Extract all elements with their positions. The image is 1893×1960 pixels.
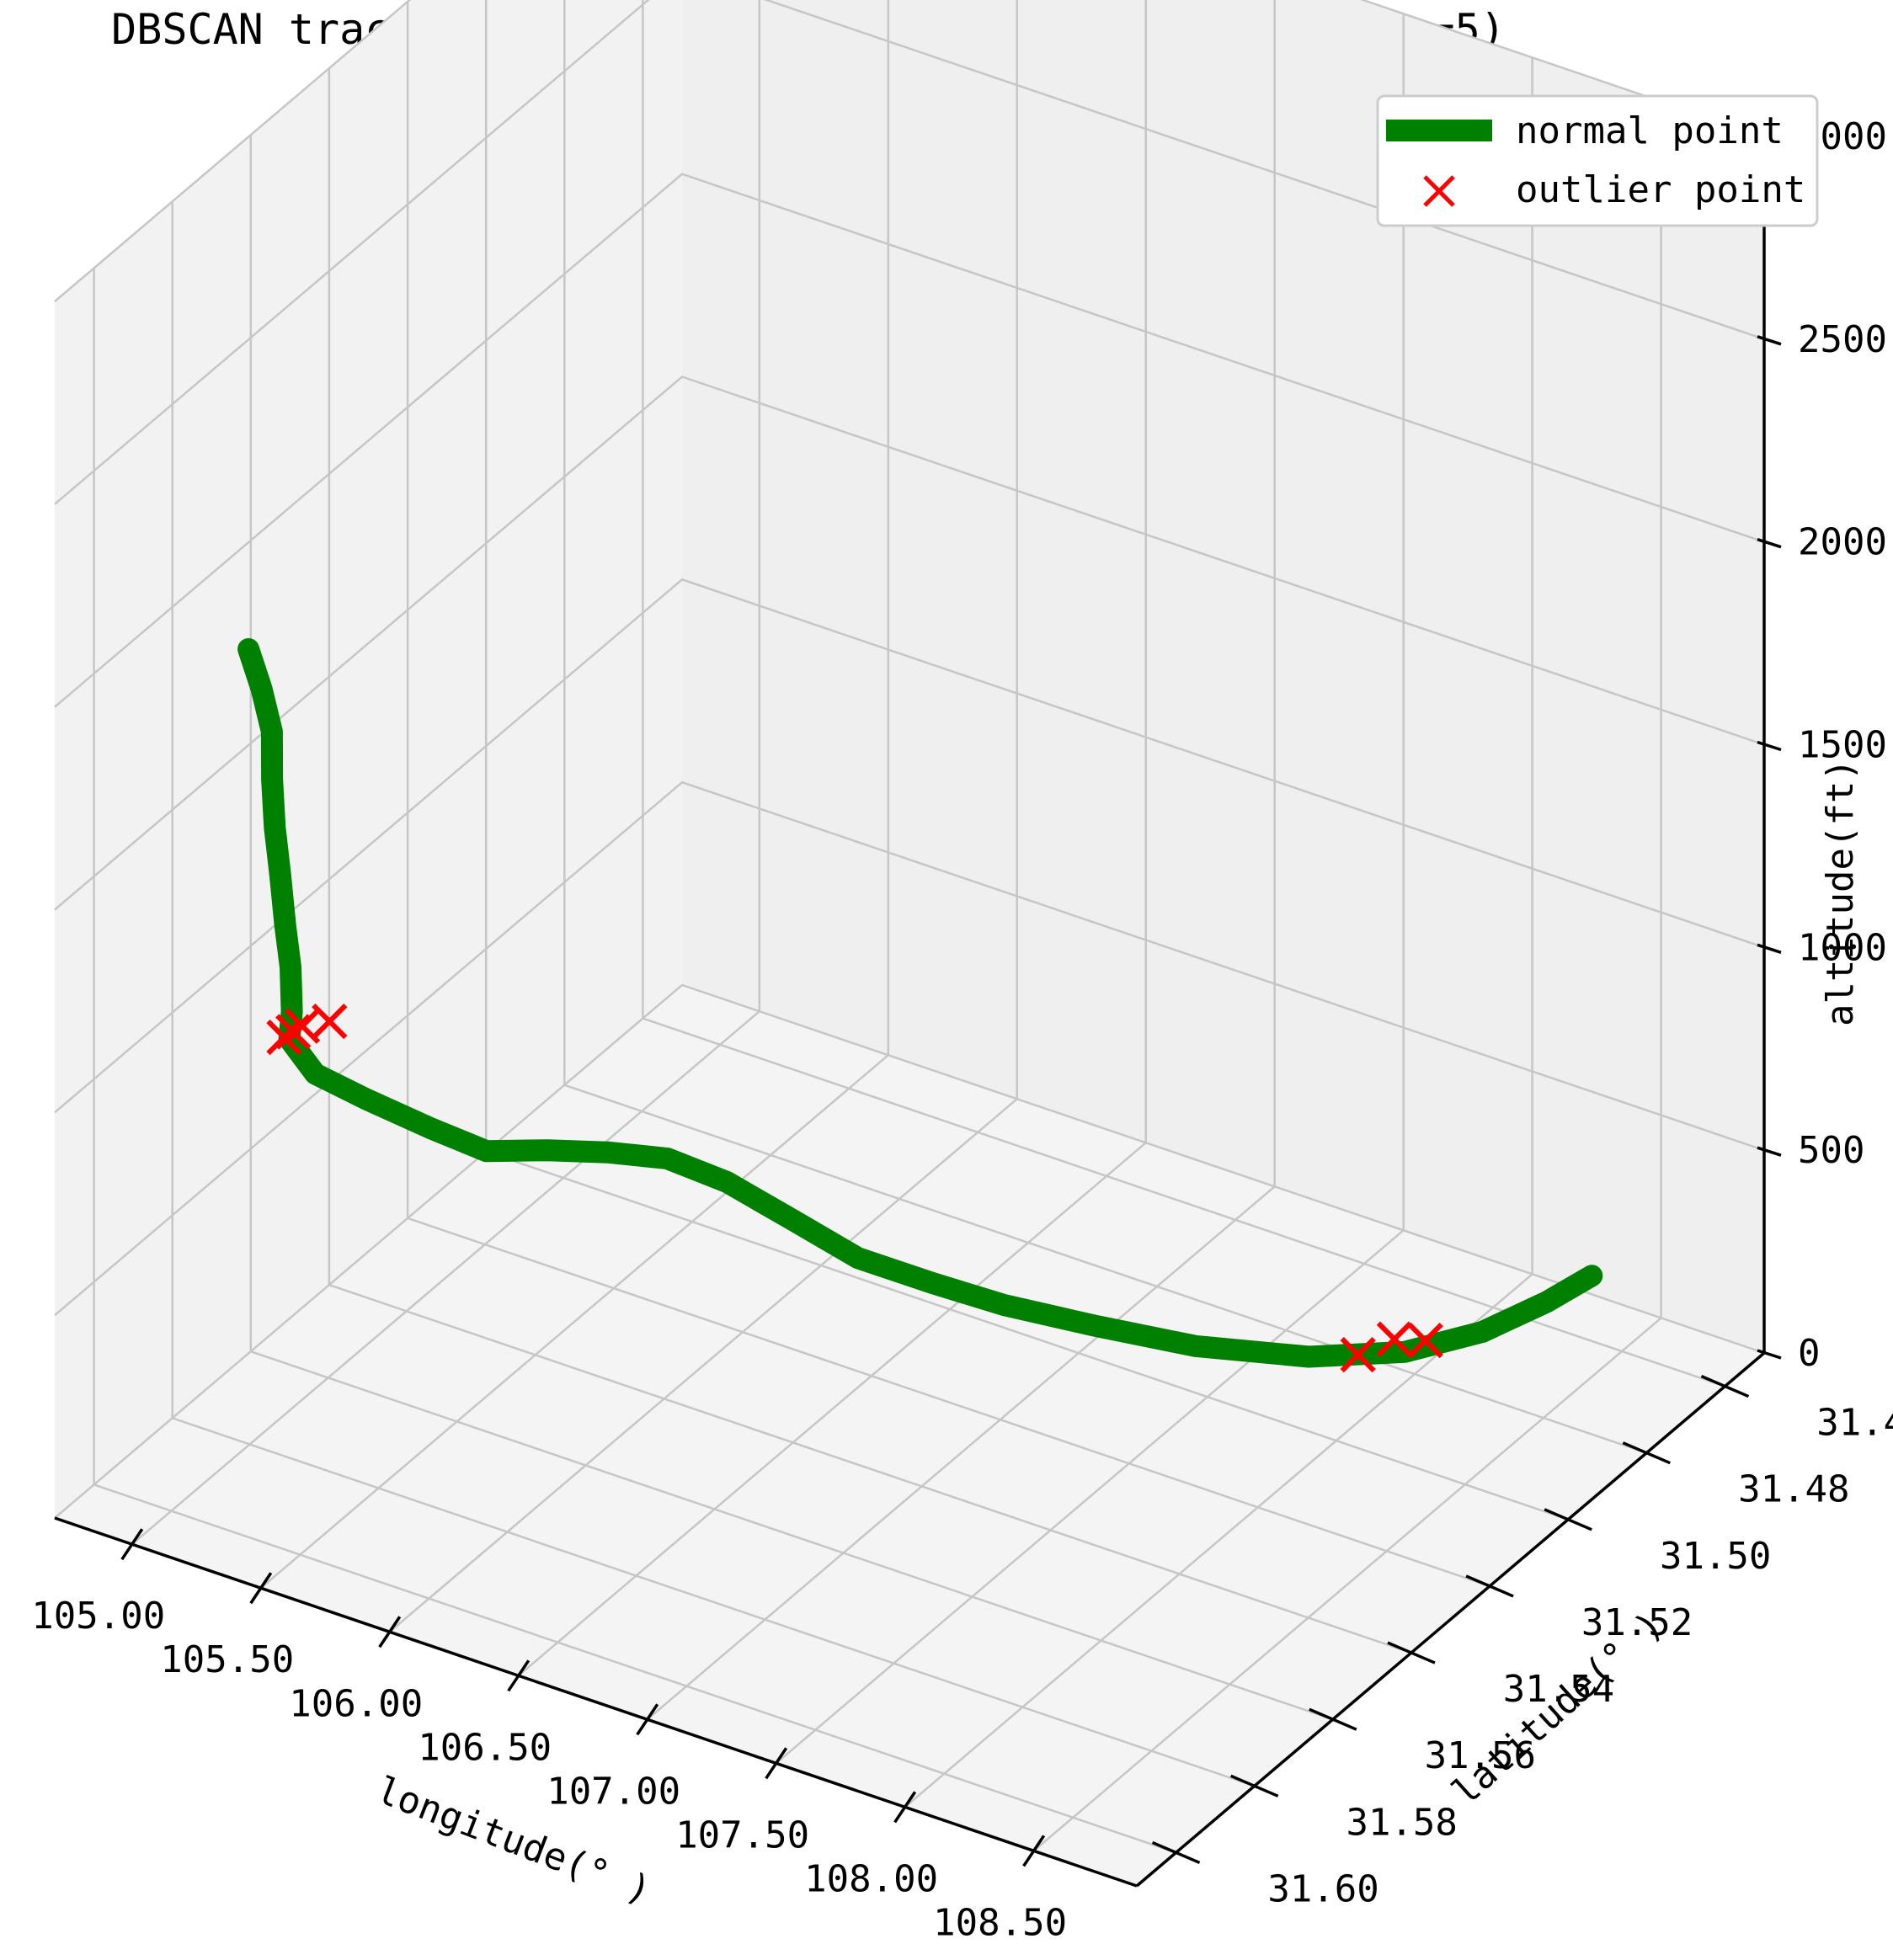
grid-line-z <box>54 780 1765 1317</box>
y-tick-mark <box>1465 1574 1514 1598</box>
y-tick-mark <box>1387 1641 1436 1664</box>
legend-label-outlier: outlier point <box>1516 168 1805 211</box>
y-tick-mark <box>1309 1707 1357 1731</box>
outlier-point <box>1340 1337 1376 1373</box>
grid-line-z <box>54 173 1765 708</box>
x-tick-label: 107.00 <box>547 1770 680 1813</box>
z-tick-label: 500 <box>1798 1129 1864 1172</box>
x-tick-mark <box>636 1703 659 1736</box>
outlier-point <box>1376 1321 1413 1357</box>
x-tick-mark <box>765 1747 788 1780</box>
grid-line-z <box>54 578 1765 1114</box>
z-tick-mark <box>1757 538 1782 549</box>
x-tick-mark <box>378 1616 402 1648</box>
legend-label-normal: normal point <box>1516 109 1784 152</box>
z-tick-label: 2500 <box>1798 318 1887 361</box>
y-tick-label: 31.48 <box>1738 1468 1849 1511</box>
y-tick-mark <box>1622 1441 1672 1465</box>
y-tick-label: 31.52 <box>1581 1601 1693 1644</box>
x-tick-mark <box>507 1659 531 1692</box>
y-tick-label: 31.60 <box>1267 1867 1378 1910</box>
outlier-stroke <box>1340 1337 1376 1373</box>
x-tick-mark <box>893 1791 917 1824</box>
grid-line-z <box>54 0 1765 302</box>
x-axis-ticks: 105.00105.50106.00106.50107.00107.50108.… <box>31 1528 1067 1944</box>
y-tick-label: 31.58 <box>1346 1801 1457 1844</box>
grid-line-z <box>54 983 1765 1519</box>
z-tick-mark <box>1757 1349 1782 1360</box>
floor-pane <box>55 985 1764 1886</box>
y-tick-mark <box>1700 1374 1750 1398</box>
plot-area <box>237 638 1603 1373</box>
x-tick-label: 105.00 <box>31 1595 165 1638</box>
y-tick-label: 31.56 <box>1425 1734 1536 1777</box>
z-tick-mark <box>1757 335 1782 346</box>
z-tick-mark <box>1757 1146 1782 1157</box>
x-tick-mark <box>249 1572 273 1605</box>
y-tick-mark <box>1544 1508 1592 1531</box>
z-tick-mark <box>1757 740 1782 752</box>
axes-3d: 105.00105.50106.00106.50107.00107.50108.… <box>31 0 1893 1944</box>
x-tick-label: 106.50 <box>418 1726 552 1769</box>
legend: normal point outlier point <box>1376 94 1819 227</box>
y-tick-label: 31.46 <box>1816 1402 1893 1445</box>
outlier-point <box>312 1004 348 1040</box>
x-axis-line <box>54 1516 1138 1888</box>
left-pane <box>55 0 682 1518</box>
z-tick-label: 1000 <box>1798 926 1887 969</box>
outlier-point <box>1407 1322 1443 1359</box>
grid-lines <box>54 0 1765 1854</box>
y-axis-line <box>1135 1351 1766 1888</box>
y-tick-label: 31.54 <box>1503 1668 1614 1711</box>
x-tick-label: 106.00 <box>289 1682 423 1725</box>
legend-marker-outlier-b <box>1423 175 1455 207</box>
z-axis-label: altitude(ft) <box>1819 759 1862 1026</box>
y-axis-ticks: 31.46 31.48 31.50 31.52 31.54 31.56 31.58 31.60 <box>1151 1374 1893 1910</box>
x-tick-mark <box>1022 1835 1046 1867</box>
x-tick-label: 108.00 <box>804 1857 938 1900</box>
y-axis-label: latitude(° ) <box>1444 1603 1672 1814</box>
z-tick-label: 1500 <box>1798 724 1887 767</box>
back-pane <box>682 0 1764 1353</box>
z-tick-mark <box>1757 943 1782 954</box>
x-tick-label: 105.50 <box>160 1638 294 1681</box>
outlier-stroke <box>284 1008 321 1044</box>
outlier-stroke <box>1407 1322 1443 1359</box>
x-tick-label: 107.50 <box>675 1814 809 1856</box>
z-tick-label: 0 <box>1798 1332 1821 1375</box>
y-tick-mark <box>1151 1840 1201 1865</box>
y-tick-mark <box>1229 1774 1279 1798</box>
outlier-stroke <box>312 1004 348 1040</box>
outlier-stroke <box>1376 1321 1413 1357</box>
z-tick-label: 2000 <box>1798 521 1887 564</box>
x-tick-mark <box>120 1528 144 1561</box>
x-tick-label: 108.50 <box>933 1901 1067 1944</box>
y-tick-label: 31.50 <box>1660 1535 1771 1578</box>
normal-point-track <box>237 638 1603 1368</box>
